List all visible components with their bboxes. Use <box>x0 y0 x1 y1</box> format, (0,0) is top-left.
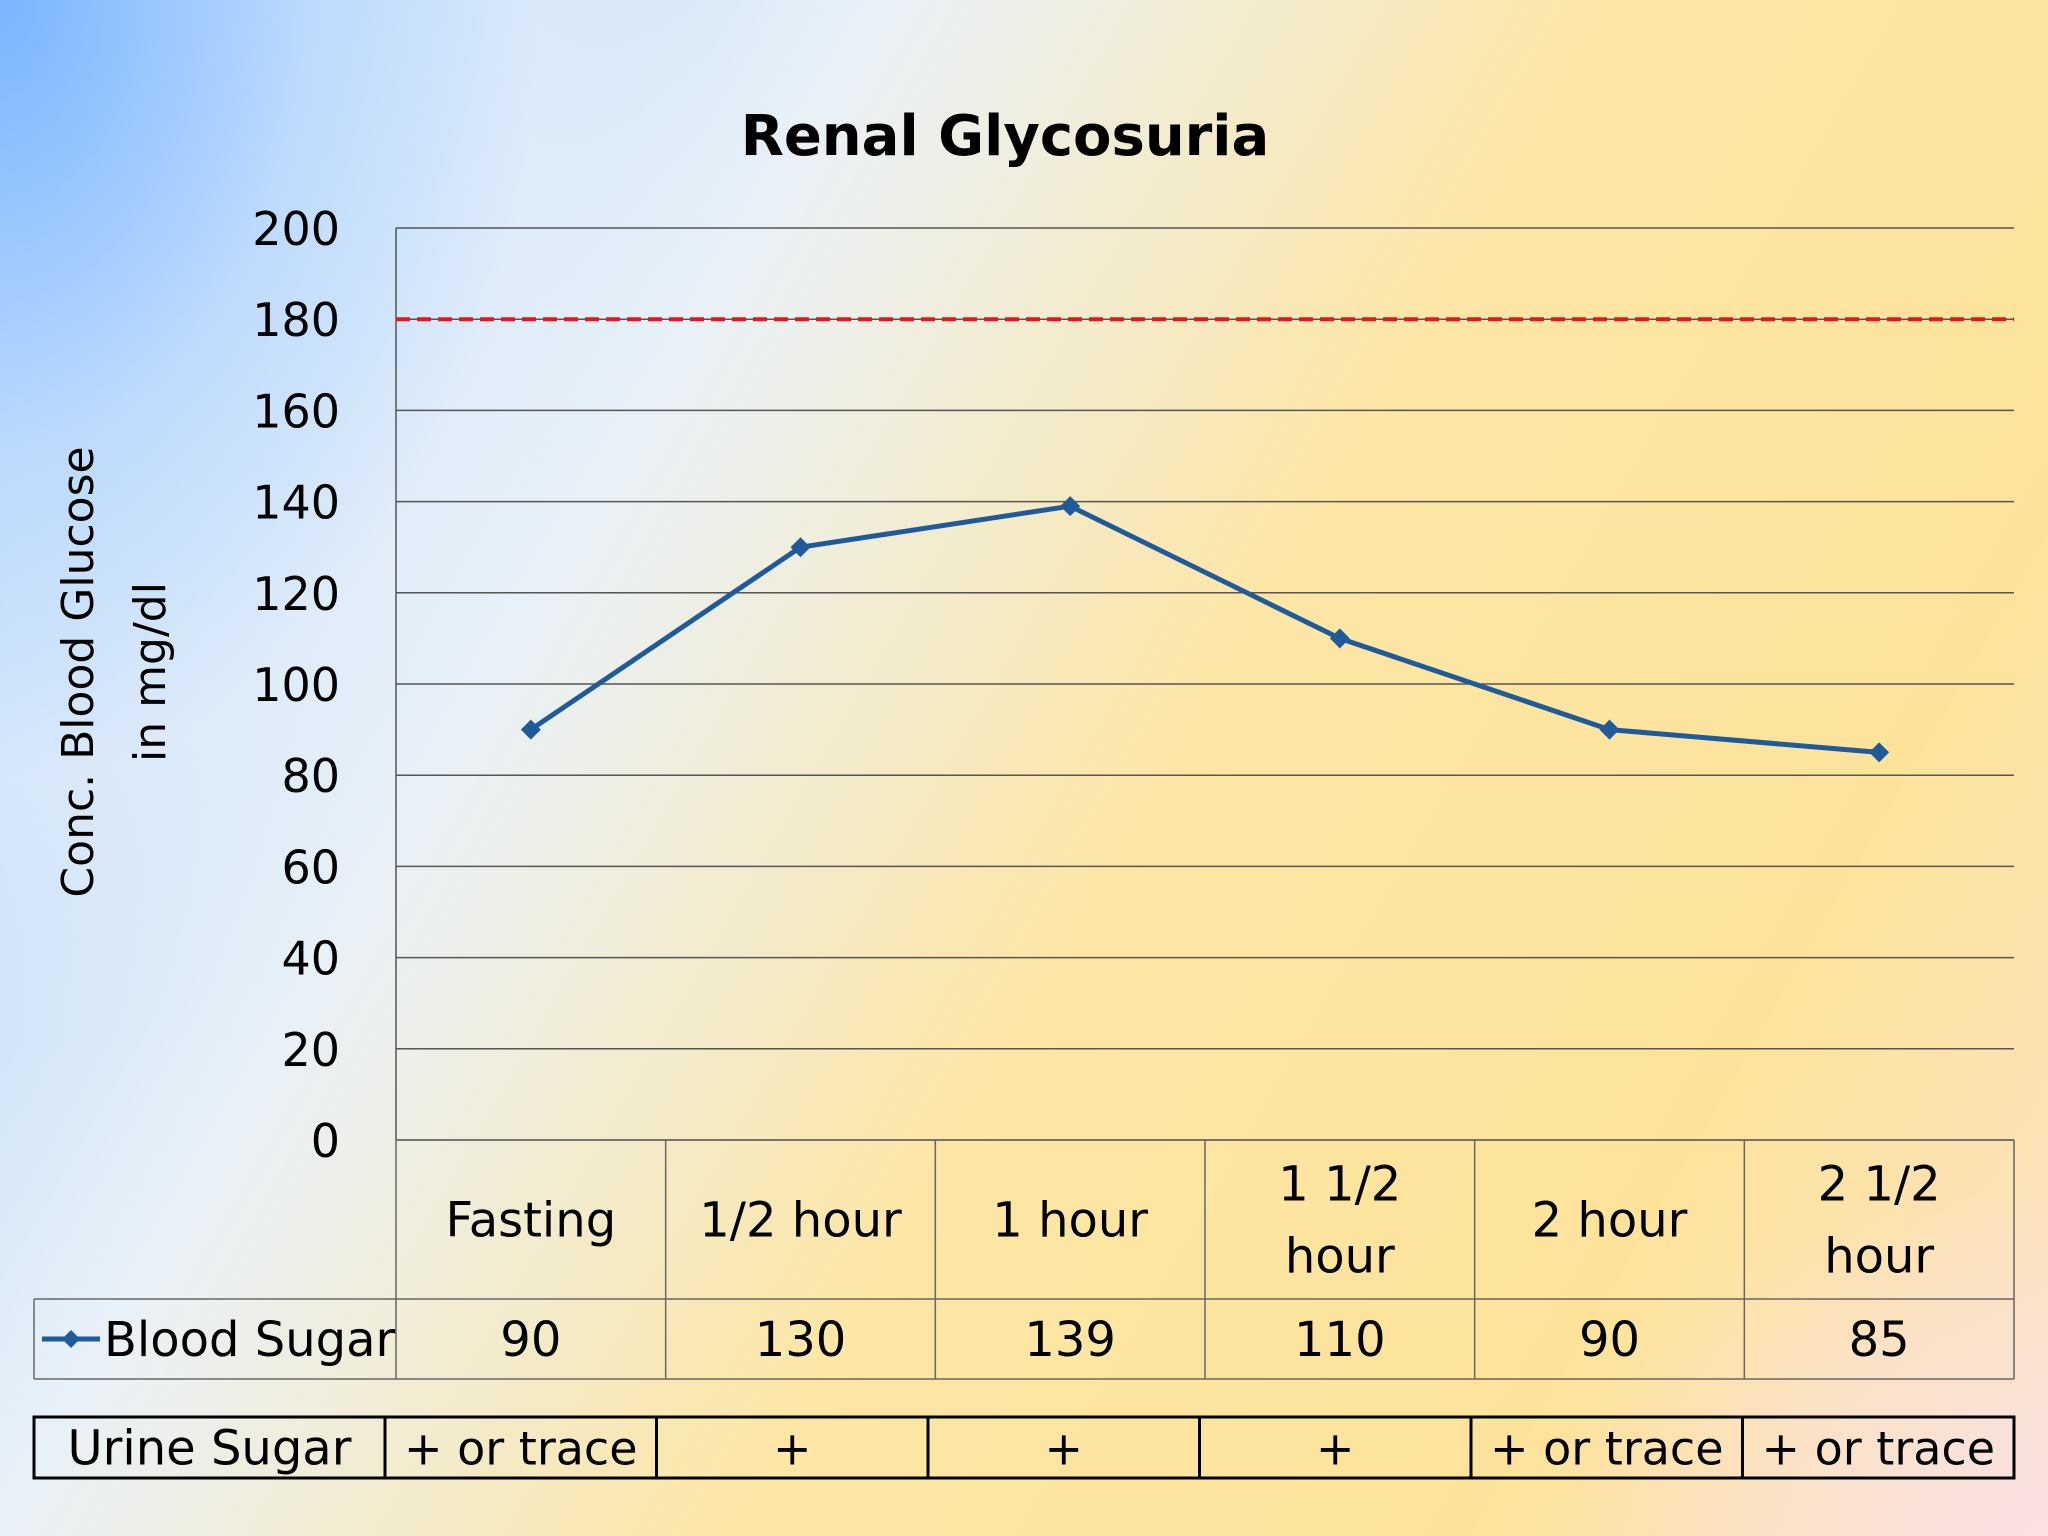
x-category-label: 2 1/2 hour <box>1818 1157 1941 1285</box>
data-value-cell: 139 <box>1024 1312 1116 1368</box>
urine-sugar-value: + or trace <box>404 1422 638 1476</box>
y-tick-label: 40 <box>281 932 340 986</box>
x-category-label: 2 hour <box>1532 1193 1688 1249</box>
data-point <box>790 537 811 558</box>
y-axis-label-line1: Conc. Blood Glucose <box>53 446 104 897</box>
data-point <box>1329 628 1350 649</box>
y-tick-label: 100 <box>252 658 340 712</box>
data-value-cell: 85 <box>1849 1312 1910 1368</box>
urine-sugar-value: + <box>773 1422 812 1476</box>
urine-sugar-label: Urine Sugar <box>68 1421 352 1477</box>
y-tick-label: 20 <box>281 1023 340 1077</box>
y-tick-label: 180 <box>252 293 340 347</box>
urine-sugar-value: + <box>1044 1422 1083 1476</box>
series-layer <box>520 496 1890 763</box>
y-tick-label: 0 <box>311 1114 340 1168</box>
urine-table-border <box>32 1415 2016 1480</box>
y-tick-labels: 0 20 40 60 80 100 120 140 160 180 200 <box>252 202 340 1168</box>
data-point <box>1599 719 1620 740</box>
legend-marker <box>62 1330 80 1348</box>
series-line-blood-sugar <box>529 503 1880 755</box>
data-point <box>1060 496 1081 517</box>
data-point <box>520 719 541 740</box>
y-tick-label: 160 <box>252 384 340 438</box>
urine-sugar-table: Urine Sugar + or trace + + + + or trace + or t… <box>32 1415 2016 1480</box>
y-tick-label: 120 <box>252 567 340 621</box>
x-category-label: 1 hour <box>992 1193 1148 1249</box>
data-value-cell: 90 <box>1579 1312 1640 1368</box>
data-value-cell: 110 <box>1294 1312 1386 1368</box>
x-category-label: Fasting <box>445 1193 616 1249</box>
y-axis-label-line2: in mg/dl <box>125 582 176 762</box>
chart-title: Renal Glycosuria <box>741 104 1270 169</box>
x-category-label: 1/2 hour <box>699 1193 902 1249</box>
threshold-layer <box>396 317 2014 329</box>
urine-sugar-value: + or trace <box>1490 1422 1724 1476</box>
data-table: Fasting 1/2 hour 1 hour 1 1/2 hour 2 hour 2 1/… <box>33 1139 2015 1380</box>
y-tick-label: 80 <box>281 749 340 803</box>
legend-series-name: Blood Sugar <box>104 1312 396 1368</box>
gridlines <box>395 227 2014 1141</box>
y-tick-label: 60 <box>281 840 340 894</box>
y-tick-label: 200 <box>252 202 340 256</box>
data-value-cell: 130 <box>755 1312 847 1368</box>
x-category-label: 1 1/2 hour <box>1278 1157 1401 1285</box>
data-point <box>1869 742 1890 763</box>
y-tick-label: 140 <box>252 476 340 530</box>
urine-sugar-value: + or trace <box>1761 1422 1995 1476</box>
urine-sugar-value: + <box>1316 1422 1355 1476</box>
data-value-cell: 90 <box>500 1312 561 1368</box>
y-axis-label: Conc. Blood Glucose in mg/dl <box>53 446 176 897</box>
